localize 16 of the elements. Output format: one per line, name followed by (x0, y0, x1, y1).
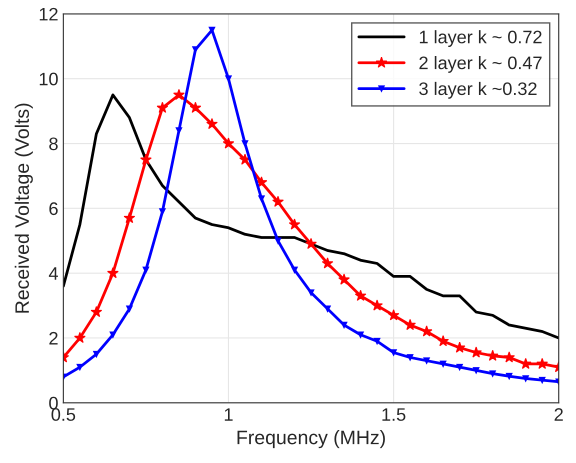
x-tick-label: 0.5 (52, 408, 76, 421)
y-tick-label: 2 (49, 332, 58, 345)
x-tick-label: 1 (224, 408, 233, 421)
x-tick-label: 1.5 (382, 408, 406, 421)
y-tick-label: 0 (49, 396, 58, 410)
y-tick-label: 10 (40, 72, 58, 86)
y-tick-label: 12 (40, 8, 58, 20)
legend-label: 3 layer k ~0.32 (419, 82, 537, 99)
y-axis-title: Received Voltage (Volts) (14, 104, 33, 313)
legend-label: 2 layer k ~ 0.47 (419, 56, 542, 73)
y-tick-label: 4 (48, 267, 58, 280)
x-axis-title: Frequency (MHz) (238, 430, 385, 448)
y-tick-label: 6 (49, 202, 58, 216)
y-tick-label: 8 (49, 137, 58, 150)
legend-label: 1 layer k ~ 0.72 (420, 30, 542, 47)
x-tick-label: 2 (554, 408, 563, 421)
